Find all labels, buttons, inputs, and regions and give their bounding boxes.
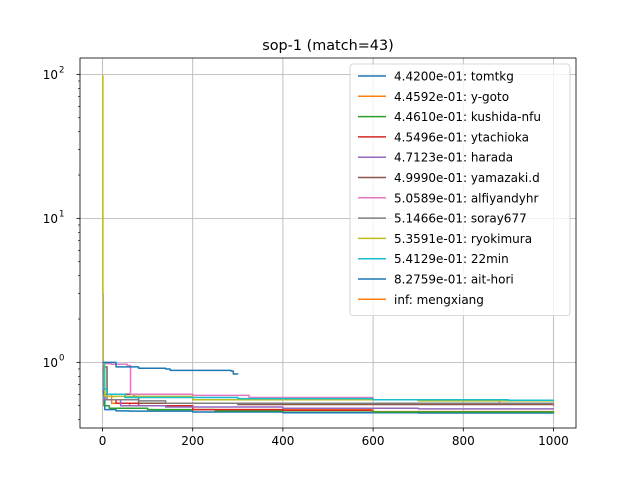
legend-label: 5.4129e-01: 22min xyxy=(394,252,509,266)
legend-box xyxy=(349,63,571,317)
legend-label: inf: mengxiang xyxy=(394,293,484,307)
legend-label: 4.4592e-01: y-goto xyxy=(394,90,509,104)
series-lines xyxy=(102,74,555,414)
x-tick-label: 0 xyxy=(99,434,107,448)
x-tick-label: 600 xyxy=(362,434,385,448)
chart-title: sop-1 (match=43) xyxy=(262,38,393,54)
legend-label: 5.3591e-01: ryokimura xyxy=(394,232,532,246)
x-tick-label: 400 xyxy=(271,434,294,448)
legend-label: 5.1466e-01: soray677 xyxy=(394,212,527,226)
x-tick-label: 200 xyxy=(181,434,204,448)
series-line xyxy=(102,74,555,402)
y-tick-exponent: 1 xyxy=(59,209,64,219)
x-tick-label: 800 xyxy=(452,434,475,448)
legend: 4.4200e-01: tomtkg 4.4592e-01: y-goto 4.46… xyxy=(349,63,571,317)
y-tick-exponent: 2 xyxy=(59,65,64,75)
series-line xyxy=(102,366,555,404)
legend-label: 4.4200e-01: tomtkg xyxy=(394,70,514,84)
legend-label: 4.7123e-01: harada xyxy=(394,151,513,165)
series-line xyxy=(102,361,555,402)
legend-label: 5.0589e-01: alfiyandyhr xyxy=(394,191,538,205)
y-tick-label: 10 xyxy=(43,68,58,82)
x-tick-label: 1000 xyxy=(538,434,569,448)
y-tick-label: 10 xyxy=(43,356,58,370)
x-axis: 0 200 400 600 800 1000 xyxy=(99,428,569,448)
legend-label: 4.4610e-01: kushida-nfu xyxy=(394,110,541,124)
legend-label: 4.9990e-01: yamazaki.d xyxy=(394,171,540,185)
y-tick-exponent: 0 xyxy=(59,353,64,363)
series-line xyxy=(102,369,555,410)
legend-label: 4.5496e-01: ytachioka xyxy=(394,130,529,144)
axes-frame xyxy=(79,57,577,429)
series-line xyxy=(102,361,239,375)
series-line xyxy=(102,371,555,413)
y-tick-label: 10 xyxy=(43,212,58,226)
legend-label: 8.2759e-01: ait-hori xyxy=(394,273,514,287)
